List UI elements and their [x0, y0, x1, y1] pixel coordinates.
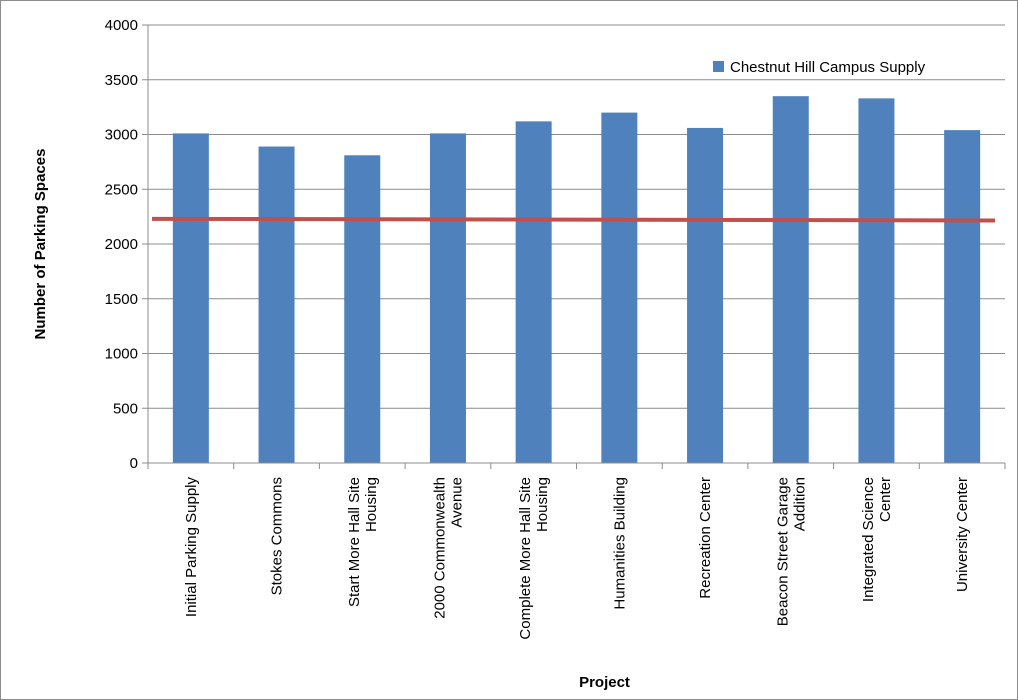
- y-tick-label: 4000: [105, 17, 138, 34]
- x-tick-label: University Center: [954, 477, 971, 592]
- legend-label: Chestnut Hill Campus Supply: [730, 59, 926, 76]
- x-tick-label: Initial Parking Supply: [183, 477, 200, 618]
- bar: [258, 146, 295, 464]
- bar: [601, 112, 638, 463]
- axes: [147, 25, 1006, 469]
- bar: [429, 133, 466, 463]
- x-tick-label: 2000 CommonwealthAvenue: [431, 477, 465, 619]
- x-tick-label: Complete More Hall SiteHousing: [517, 477, 551, 640]
- y-axis-title: Number of Parking Spaces: [32, 149, 49, 340]
- reference-line-group: [151, 216, 996, 223]
- bar: [858, 98, 895, 464]
- x-tick-label: Integrated ScienceCenter: [860, 477, 894, 602]
- reference-line: [151, 216, 996, 223]
- legend: Chestnut Hill Campus Supply: [713, 59, 926, 76]
- x-tick-label: Start More Hall SiteHousing: [346, 477, 380, 607]
- x-tick-label: Stokes Commons: [269, 477, 286, 595]
- x-axis-title: Project: [579, 674, 630, 691]
- bar: [344, 155, 381, 463]
- x-tick-labels: Initial Parking Supply Stokes Commons Star…: [183, 477, 971, 640]
- y-tick-label: 500: [113, 400, 138, 417]
- y-tick-label: 3500: [105, 72, 138, 89]
- x-tick-label: Beacon Street GarageAddition: [774, 477, 808, 626]
- y-tick-label: 1500: [105, 291, 138, 308]
- bar: [515, 121, 552, 464]
- y-tick-label: 3000: [105, 127, 138, 144]
- y-tick-label: 0: [130, 455, 138, 472]
- x-tick-label: Humanities Building: [611, 477, 628, 610]
- bar: [687, 127, 724, 464]
- bars-group: [172, 96, 981, 464]
- y-tick-label: 2500: [105, 181, 138, 198]
- bar: [944, 130, 981, 463]
- y-tick-labels: 0 500 1000 1500 2000 2500 3000 3500 4000: [105, 17, 138, 472]
- y-tick-label: 2000: [105, 236, 138, 253]
- legend-swatch: [713, 61, 724, 72]
- y-tick-label: 1000: [105, 346, 138, 363]
- bar: [772, 96, 809, 464]
- x-tick-label: Recreation Center: [697, 477, 714, 599]
- bar: [172, 133, 209, 463]
